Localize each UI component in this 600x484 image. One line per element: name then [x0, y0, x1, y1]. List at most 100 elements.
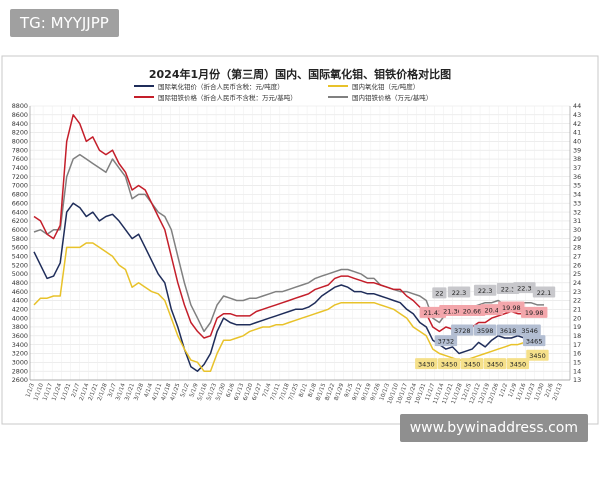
x-tick-label: 6/1/13	[233, 382, 245, 401]
y-left-tick-label: 8600	[12, 111, 28, 119]
x-tick-label: 1/1/17	[42, 382, 54, 401]
x-tick-label: 5/1/30	[215, 382, 227, 401]
y-left-tick-label: 5800	[12, 235, 28, 243]
x-tick-label: 12/1/5	[461, 382, 473, 401]
y-left-tick-label: 3400	[12, 341, 28, 349]
data-label-box	[434, 335, 458, 347]
data-label-box	[473, 324, 497, 336]
data-label: 21.42	[424, 309, 443, 317]
x-tick-label: 1/1/16	[516, 382, 528, 401]
y-right-tick-label: 41	[573, 129, 581, 137]
y-right-tick-label: 19	[573, 323, 581, 331]
x-tick-label: 2/1/7	[71, 382, 82, 398]
legend-label-dom_femo: 国内钼铁价格（万元/基吨）	[352, 93, 432, 102]
y-right-tick-label: 24	[573, 279, 581, 287]
y-left-tick-label: 4000	[12, 314, 28, 322]
data-label-box	[415, 358, 438, 370]
y-right-tick-label: 23	[573, 288, 581, 296]
data-label: 19.98	[525, 309, 544, 317]
y-left-tick-label: 6000	[12, 226, 28, 234]
x-tick-label: 1/1/9	[508, 382, 519, 398]
data-label-box	[518, 324, 541, 336]
y-left-tick-label: 5400	[12, 252, 28, 260]
watermark-bottom: www.bywinaddress.com	[399, 414, 588, 442]
data-label-box	[498, 301, 525, 313]
x-tick-label: 1/1/30	[534, 382, 546, 401]
y-right-tick-label: 40	[573, 138, 581, 146]
data-label: 22.3	[517, 284, 531, 292]
data-label-box	[447, 286, 471, 298]
x-tick-label: 7/1/25	[288, 382, 300, 401]
x-tick-label: 1/1/2	[499, 383, 510, 399]
y-left-tick-label: 4200	[12, 305, 28, 313]
x-tick-label: 7/1/18	[279, 382, 291, 401]
data-label: 3465	[526, 337, 543, 345]
y-right-tick-label: 16	[573, 350, 581, 358]
x-tick-label: 1/1/24	[51, 382, 63, 401]
data-label: 3546	[521, 327, 538, 335]
x-tick-label: 6/1/27	[252, 382, 264, 401]
x-tick-label: 7/1/11	[270, 382, 282, 401]
x-tick-label: 8/1/8	[308, 382, 319, 398]
x-tick-label: 1/1/3	[25, 382, 36, 398]
legend-label-intl_femo: 国际钼铁价格（折合人民币不含税：万元/基吨）	[158, 93, 297, 102]
y-right-tick-label: 32	[573, 208, 581, 216]
y-left-tick-label: 7000	[12, 182, 28, 190]
x-tick-label: 8/1/15	[315, 382, 327, 401]
x-tick-label: 5/1/16	[197, 382, 209, 401]
x-tick-label: 2/1/6	[544, 382, 555, 398]
data-label: 22.3	[452, 289, 466, 297]
y-right-tick-label: 33	[573, 199, 581, 207]
y-left-tick-label: 4400	[12, 297, 28, 305]
data-label: 3450	[464, 360, 481, 368]
x-tick-label: 4/1/18	[161, 382, 173, 401]
x-tick-label: 10/1/3	[379, 382, 391, 401]
data-label-box	[532, 286, 556, 298]
data-label: 22.3	[501, 285, 515, 293]
x-tick-label: 3/1/28	[133, 382, 145, 401]
data-label-box	[522, 335, 546, 347]
data-label: 20.4	[484, 306, 498, 314]
data-label-box	[483, 358, 507, 370]
y-right-tick-label: 29	[573, 235, 581, 243]
y-right-tick-label: 20	[573, 314, 581, 322]
y-right-tick-label: 25	[573, 270, 581, 278]
y-axis-right: 1314151617181920212223242526272829303132…	[569, 102, 581, 384]
y-right-tick-label: 36	[573, 173, 581, 181]
y-left-tick-label: 6600	[12, 199, 28, 207]
x-tick-label: 2/1/14	[79, 382, 91, 401]
y-right-tick-label: 28	[573, 244, 581, 252]
y-left-tick-label: 3200	[12, 350, 28, 358]
x-tick-label: 3/1/14	[115, 382, 127, 401]
x-tick-label: 3/1/21	[124, 382, 136, 401]
y-right-tick-label: 44	[573, 102, 581, 110]
y-right-tick-label: 42	[573, 120, 581, 128]
legend: 国际氧化钼价（折合人民币含税：元/吨度） 国内氧化钼（元/吨度） 国际钼铁价格（折合…	[134, 82, 432, 102]
x-tick-label: 2/1/28	[97, 382, 109, 401]
data-label: 3598	[477, 327, 494, 335]
data-label: 19.98	[502, 304, 521, 312]
y-right-tick-label: 14	[573, 367, 581, 375]
data-label: 21.36	[443, 307, 462, 315]
y-right-tick-label: 31	[573, 217, 581, 225]
y-left-tick-label: 6400	[12, 208, 28, 216]
data-label: 3450	[441, 360, 458, 368]
y-left-tick-label: 8200	[12, 129, 28, 137]
y-right-tick-label: 17	[573, 341, 581, 349]
data-label-box	[526, 349, 549, 361]
data-label-box	[432, 287, 447, 299]
y-right-tick-label: 21	[573, 305, 581, 313]
y-left-tick-label: 3000	[12, 359, 28, 367]
data-label-box	[506, 358, 530, 370]
x-tick-label: 2/1/21	[88, 382, 100, 401]
y-left-tick-label: 4600	[12, 288, 28, 296]
watermark-top: TG: MYYJJPP	[10, 9, 119, 37]
y-right-tick-label: 38	[573, 155, 581, 163]
x-tick-label: 9/1/26	[370, 382, 382, 401]
x-tick-label: 8/1/1	[298, 382, 309, 398]
y-left-tick-label: 5200	[12, 261, 28, 269]
y-left-tick-label: 7600	[12, 155, 28, 163]
x-tick-label: 7/1/4	[262, 382, 273, 398]
data-label-box	[473, 284, 497, 296]
